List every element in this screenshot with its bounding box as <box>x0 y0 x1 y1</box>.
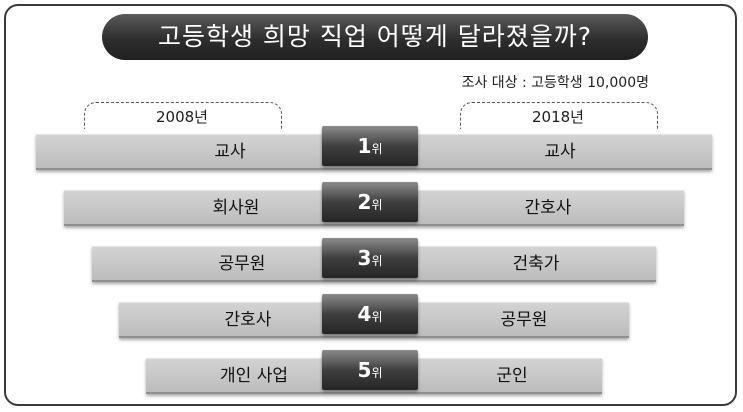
rank-badge-3: 3위 <box>322 238 418 278</box>
right-year-bracket <box>460 102 658 129</box>
job-2008-rank-1: 교사 <box>214 142 246 162</box>
job-2008-rank-5: 개인 사업 <box>220 366 288 386</box>
job-2008-rank-3: 공무원 <box>218 254 266 274</box>
rank-badge-4: 4위 <box>322 294 418 334</box>
left-year-bracket <box>84 102 282 129</box>
rank-number: 1 <box>357 134 372 158</box>
job-2018-rank-1: 교사 <box>544 142 576 162</box>
chart-title: 고등학생 희망 직업 어떻게 달라졌을까? <box>102 14 648 60</box>
rank-unit: 위 <box>371 366 383 380</box>
rank-unit: 위 <box>371 254 383 268</box>
rank-number: 2 <box>357 190 372 214</box>
right-year-label: 2018년 <box>498 106 618 127</box>
rank-badge-1: 1위 <box>322 126 418 166</box>
rank-unit: 위 <box>371 198 383 212</box>
rank-unit: 위 <box>371 142 383 156</box>
rank-number: 5 <box>357 358 372 382</box>
rank-number: 4 <box>357 302 372 326</box>
rank-badge-5: 5위 <box>322 350 418 390</box>
survey-note: 조사 대상 : 고등학생 10,000명 <box>461 75 649 91</box>
job-2018-rank-3: 건축가 <box>512 254 560 274</box>
rank-number: 3 <box>357 246 372 270</box>
rank-badge-2: 2위 <box>322 182 418 222</box>
job-2008-rank-4: 간호사 <box>224 310 272 330</box>
rank-unit: 위 <box>371 310 383 324</box>
job-2018-rank-2: 간호사 <box>524 198 572 218</box>
job-2008-rank-2: 회사원 <box>212 198 260 218</box>
job-2018-rank-4: 공무원 <box>500 310 548 330</box>
left-year-label: 2008년 <box>122 106 242 127</box>
job-2018-rank-5: 군인 <box>496 366 528 386</box>
